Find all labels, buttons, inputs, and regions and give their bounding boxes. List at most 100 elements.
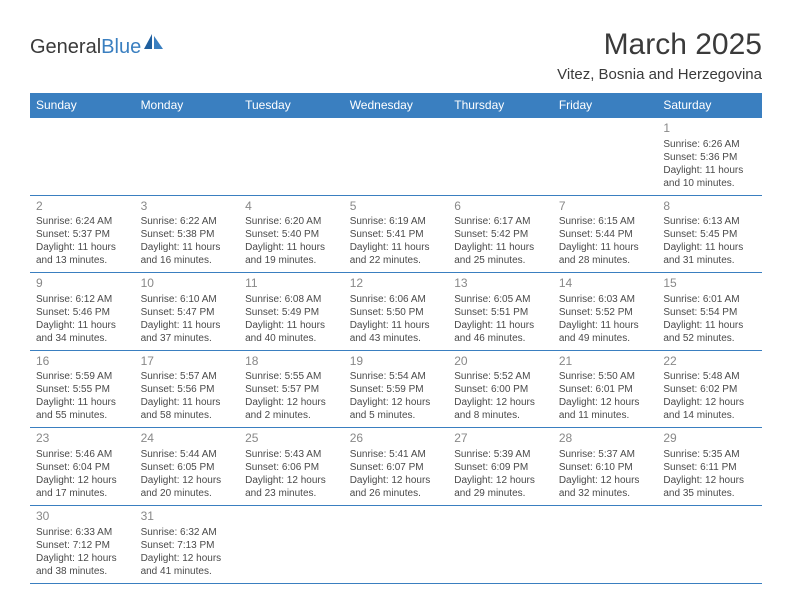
calendar-day-cell: 30Sunrise: 6:33 AMSunset: 7:12 PMDayligh… — [30, 505, 135, 583]
calendar-day-cell: 25Sunrise: 5:43 AMSunset: 6:06 PMDayligh… — [239, 428, 344, 506]
weekday-header: Monday — [135, 93, 240, 118]
calendar-week-row: 30Sunrise: 6:33 AMSunset: 7:12 PMDayligh… — [30, 505, 762, 583]
sunrise-text: Sunrise: 6:19 AM — [350, 215, 443, 228]
sunset-text: Sunset: 6:09 PM — [454, 461, 547, 474]
day-number: 3 — [141, 199, 234, 215]
sunset-text: Sunset: 5:55 PM — [36, 383, 129, 396]
calendar-empty-cell — [448, 505, 553, 583]
weekday-header: Saturday — [657, 93, 762, 118]
day-number: 29 — [663, 431, 756, 447]
calendar-day-cell: 8Sunrise: 6:13 AMSunset: 5:45 PMDaylight… — [657, 195, 762, 273]
daylight-text: Daylight: 12 hours and 17 minutes. — [36, 474, 129, 500]
sunrise-text: Sunrise: 5:35 AM — [663, 448, 756, 461]
header: GeneralBlue March 2025 Vitez, Bosnia and… — [30, 28, 762, 83]
calendar-empty-cell — [30, 118, 135, 196]
daylight-text: Daylight: 11 hours and 55 minutes. — [36, 396, 129, 422]
weekday-row: SundayMondayTuesdayWednesdayThursdayFrid… — [30, 93, 762, 118]
weekday-header: Friday — [553, 93, 658, 118]
day-number: 21 — [559, 354, 652, 370]
day-number: 25 — [245, 431, 338, 447]
daylight-text: Daylight: 12 hours and 20 minutes. — [141, 474, 234, 500]
day-number: 20 — [454, 354, 547, 370]
calendar-day-cell: 12Sunrise: 6:06 AMSunset: 5:50 PMDayligh… — [344, 273, 449, 351]
calendar-week-row: 2Sunrise: 6:24 AMSunset: 5:37 PMDaylight… — [30, 195, 762, 273]
sunset-text: Sunset: 6:02 PM — [663, 383, 756, 396]
sunrise-text: Sunrise: 6:08 AM — [245, 293, 338, 306]
sunrise-text: Sunrise: 6:24 AM — [36, 215, 129, 228]
calendar-week-row: 23Sunrise: 5:46 AMSunset: 6:04 PMDayligh… — [30, 428, 762, 506]
calendar-day-cell: 17Sunrise: 5:57 AMSunset: 5:56 PMDayligh… — [135, 350, 240, 428]
sunrise-text: Sunrise: 6:22 AM — [141, 215, 234, 228]
calendar-day-cell: 29Sunrise: 5:35 AMSunset: 6:11 PMDayligh… — [657, 428, 762, 506]
sunrise-text: Sunrise: 5:54 AM — [350, 370, 443, 383]
calendar-day-cell: 22Sunrise: 5:48 AMSunset: 6:02 PMDayligh… — [657, 350, 762, 428]
calendar-empty-cell — [239, 505, 344, 583]
day-number: 18 — [245, 354, 338, 370]
daylight-text: Daylight: 12 hours and 26 minutes. — [350, 474, 443, 500]
calendar-day-cell: 2Sunrise: 6:24 AMSunset: 5:37 PMDaylight… — [30, 195, 135, 273]
sunrise-text: Sunrise: 5:59 AM — [36, 370, 129, 383]
daylight-text: Daylight: 11 hours and 25 minutes. — [454, 241, 547, 267]
sunset-text: Sunset: 7:12 PM — [36, 539, 129, 552]
calendar-head: SundayMondayTuesdayWednesdayThursdayFrid… — [30, 93, 762, 118]
calendar-day-cell: 9Sunrise: 6:12 AMSunset: 5:46 PMDaylight… — [30, 273, 135, 351]
sail-icon — [143, 33, 165, 57]
calendar-day-cell: 19Sunrise: 5:54 AMSunset: 5:59 PMDayligh… — [344, 350, 449, 428]
daylight-text: Daylight: 12 hours and 38 minutes. — [36, 552, 129, 578]
daylight-text: Daylight: 11 hours and 19 minutes. — [245, 241, 338, 267]
calendar-day-cell: 21Sunrise: 5:50 AMSunset: 6:01 PMDayligh… — [553, 350, 658, 428]
day-number: 31 — [141, 509, 234, 525]
calendar-empty-cell — [239, 118, 344, 196]
sunset-text: Sunset: 5:45 PM — [663, 228, 756, 241]
day-number: 8 — [663, 199, 756, 215]
sunset-text: Sunset: 5:40 PM — [245, 228, 338, 241]
day-number: 24 — [141, 431, 234, 447]
calendar-day-cell: 27Sunrise: 5:39 AMSunset: 6:09 PMDayligh… — [448, 428, 553, 506]
sunset-text: Sunset: 6:04 PM — [36, 461, 129, 474]
sunset-text: Sunset: 5:44 PM — [559, 228, 652, 241]
sunset-text: Sunset: 5:56 PM — [141, 383, 234, 396]
calendar-day-cell: 16Sunrise: 5:59 AMSunset: 5:55 PMDayligh… — [30, 350, 135, 428]
daylight-text: Daylight: 11 hours and 58 minutes. — [141, 396, 234, 422]
day-number: 14 — [559, 276, 652, 292]
sunrise-text: Sunrise: 5:44 AM — [141, 448, 234, 461]
calendar-week-row: 9Sunrise: 6:12 AMSunset: 5:46 PMDaylight… — [30, 273, 762, 351]
sunrise-text: Sunrise: 5:41 AM — [350, 448, 443, 461]
day-number: 12 — [350, 276, 443, 292]
sunrise-text: Sunrise: 5:57 AM — [141, 370, 234, 383]
day-number: 27 — [454, 431, 547, 447]
daylight-text: Daylight: 12 hours and 14 minutes. — [663, 396, 756, 422]
weekday-header: Tuesday — [239, 93, 344, 118]
sunrise-text: Sunrise: 6:13 AM — [663, 215, 756, 228]
day-number: 2 — [36, 199, 129, 215]
day-number: 19 — [350, 354, 443, 370]
sunset-text: Sunset: 5:54 PM — [663, 306, 756, 319]
weekday-header: Sunday — [30, 93, 135, 118]
calendar-day-cell: 5Sunrise: 6:19 AMSunset: 5:41 PMDaylight… — [344, 195, 449, 273]
daylight-text: Daylight: 12 hours and 11 minutes. — [559, 396, 652, 422]
daylight-text: Daylight: 11 hours and 37 minutes. — [141, 319, 234, 345]
daylight-text: Daylight: 11 hours and 46 minutes. — [454, 319, 547, 345]
sunset-text: Sunset: 5:38 PM — [141, 228, 234, 241]
sunset-text: Sunset: 6:11 PM — [663, 461, 756, 474]
day-number: 6 — [454, 199, 547, 215]
brand-part2: Blue — [101, 36, 141, 59]
day-number: 7 — [559, 199, 652, 215]
daylight-text: Daylight: 12 hours and 23 minutes. — [245, 474, 338, 500]
daylight-text: Daylight: 11 hours and 28 minutes. — [559, 241, 652, 267]
day-number: 26 — [350, 431, 443, 447]
daylight-text: Daylight: 11 hours and 34 minutes. — [36, 319, 129, 345]
day-number: 23 — [36, 431, 129, 447]
sunset-text: Sunset: 6:07 PM — [350, 461, 443, 474]
sunrise-text: Sunrise: 6:26 AM — [663, 138, 756, 151]
sunrise-text: Sunrise: 5:50 AM — [559, 370, 652, 383]
sunset-text: Sunset: 5:59 PM — [350, 383, 443, 396]
sunset-text: Sunset: 7:13 PM — [141, 539, 234, 552]
sunrise-text: Sunrise: 5:52 AM — [454, 370, 547, 383]
calendar-empty-cell — [553, 118, 658, 196]
calendar-empty-cell — [448, 118, 553, 196]
day-number: 17 — [141, 354, 234, 370]
daylight-text: Daylight: 11 hours and 52 minutes. — [663, 319, 756, 345]
day-number: 1 — [663, 121, 756, 137]
daylight-text: Daylight: 11 hours and 22 minutes. — [350, 241, 443, 267]
